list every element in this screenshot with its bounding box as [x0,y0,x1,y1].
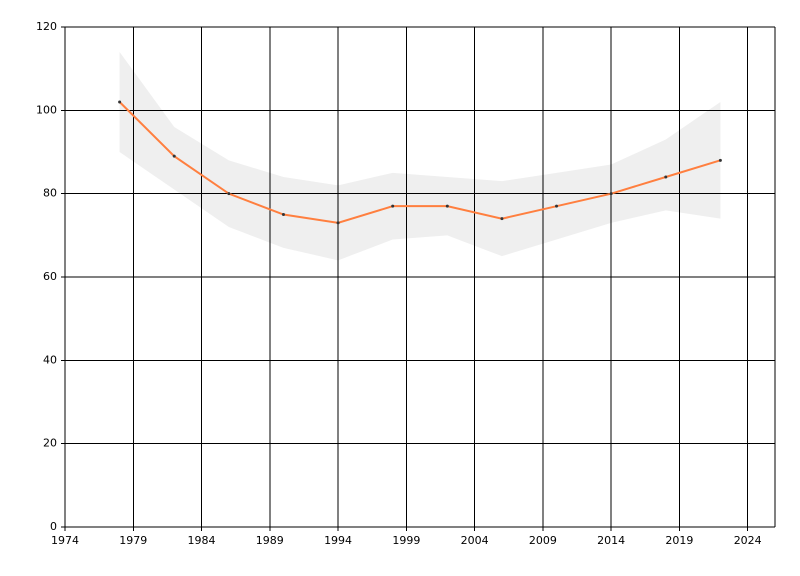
point [500,217,504,221]
x-tick-label: 1999 [392,534,420,547]
point [664,175,668,179]
point [555,204,559,208]
y-tick-label: 40 [43,353,57,366]
x-tick-label: 1994 [324,534,352,547]
x-tick-label: 1989 [256,534,284,547]
y-tick-label: 0 [50,520,57,533]
point [445,204,449,208]
confidence-band [119,52,721,261]
point [718,158,722,162]
point [391,204,395,208]
x-tick-label: 1984 [188,534,216,547]
y-tick-label: 120 [36,20,57,33]
x-tick-label: 2024 [734,534,762,547]
x-tick-label: 1974 [51,534,79,547]
x-tick-label: 2019 [665,534,693,547]
y-tick-label: 100 [36,103,57,116]
point [227,192,231,196]
line [118,101,721,224]
y-tick-label: 20 [43,437,57,450]
point [336,221,340,225]
x-tick-label: 1979 [119,534,147,547]
point [118,100,122,104]
x-tick-label: 2014 [597,534,625,547]
x-tick-label: 2004 [461,534,489,547]
point [281,213,285,216]
y-tick-label: 80 [43,187,57,200]
x-tick-label: 2009 [529,534,557,547]
point [172,154,176,158]
y-tick-label: 60 [43,270,57,283]
point [609,192,613,196]
